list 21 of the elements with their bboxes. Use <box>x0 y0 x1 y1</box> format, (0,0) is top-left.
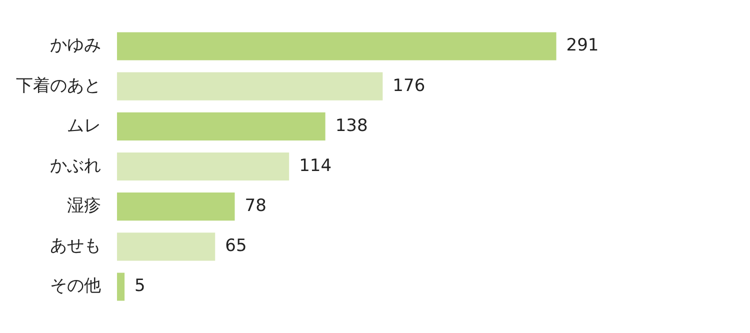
y-tick-label: 下着のあと <box>16 76 101 96</box>
data-label: 78 <box>244 196 266 216</box>
y-tick-label: かゆみ <box>50 36 101 56</box>
y-tick-label: その他 <box>50 276 101 296</box>
y-tick-label: 湿疹 <box>67 196 101 216</box>
data-label: 138 <box>335 116 368 136</box>
bar <box>117 32 556 60</box>
y-tick-label: あせも <box>50 236 101 256</box>
bar <box>117 72 383 100</box>
y-tick-label: ムレ <box>67 116 101 136</box>
data-label: 5 <box>134 276 146 296</box>
data-label: 291 <box>566 36 599 56</box>
data-label: 176 <box>392 76 426 96</box>
bar <box>117 192 235 221</box>
bar <box>117 152 290 181</box>
y-tick-label: かぶれ <box>50 156 101 176</box>
bar <box>117 232 216 261</box>
bar <box>117 272 125 301</box>
data-label: 114 <box>299 156 332 176</box>
bar <box>117 112 326 140</box>
data-label: 65 <box>225 236 247 256</box>
